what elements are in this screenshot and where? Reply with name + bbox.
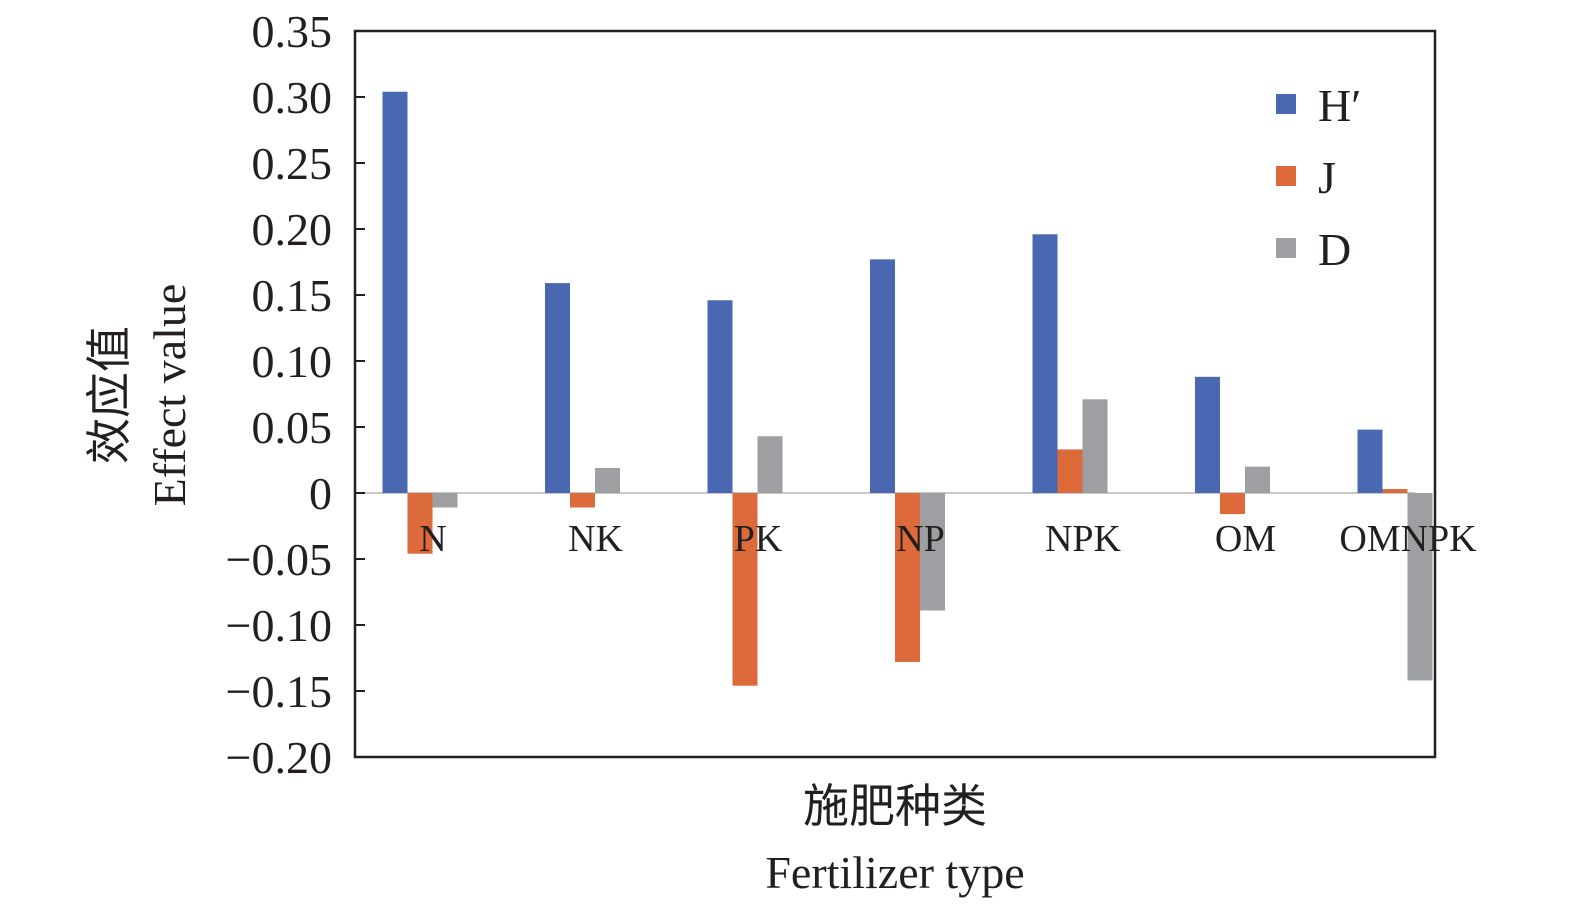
y-tick-label: 0.25 [252,138,333,189]
legend-swatch [1276,94,1296,114]
y-tick-label: −0.20 [226,732,332,783]
x-category-label: NK [568,518,623,560]
legend-swatch [1276,238,1296,258]
x-axis-title-en: Fertilizer type [765,847,1024,898]
y-tick-label: 0.30 [252,72,333,123]
y-tick-label: −0.10 [226,600,332,651]
y-tick-label: 0.05 [252,402,333,453]
legend-label: H′ [1318,80,1361,131]
x-category-label: PK [734,518,783,560]
bar-D-NP [920,493,945,611]
bar-H-OM [1195,376,1220,493]
x-category-label: N [419,518,446,560]
bar-D-NK [595,467,620,493]
y-tick-label: −0.05 [226,534,332,585]
y-axis-title-en: Effect value [144,284,195,507]
x-category-label: NP [896,518,945,560]
legend-label: D [1318,224,1351,275]
bar-J-OMNPK [1382,489,1408,493]
bar-J-PK [732,493,758,686]
plot-area-frame [353,29,1437,759]
bar-J-NPK [1057,449,1083,493]
y-tick-label: −0.15 [226,666,332,717]
x-axis-title-cn: 施肥种类 [803,781,987,832]
bar-H-NPK [1032,234,1058,493]
bar-D-OM [1245,466,1270,493]
bar-D-OMNPK [1407,493,1433,681]
bar-J-OM [1220,493,1245,515]
legend-label: J [1318,152,1336,203]
legend-swatch [1276,166,1296,186]
bar-H-N [382,91,408,493]
bar-D-NPK [1082,399,1108,493]
x-category-label: NPK [1045,518,1122,560]
y-tick-label: 0 [309,468,332,519]
bar-H-NP [870,259,895,493]
bar-D-PK [757,436,783,493]
x-category-label: OMNPK [1339,518,1477,560]
y-tick-label: 0.15 [252,270,333,321]
y-tick-label: 0.10 [252,336,333,387]
bar-H-PK [707,300,733,493]
x-category-label: OM [1215,518,1276,560]
y-axis-title-cn: 效应值 [84,326,135,464]
bar-H-NK [545,283,570,493]
bar-J-N [407,493,433,554]
y-tick-label: 0.20 [252,204,333,255]
bar-H-OMNPK [1357,429,1383,493]
y-tick-label: 0.35 [252,6,333,57]
bar-D-N [432,493,458,508]
bar-J-NK [570,493,595,508]
bar-J-NP [895,493,920,662]
